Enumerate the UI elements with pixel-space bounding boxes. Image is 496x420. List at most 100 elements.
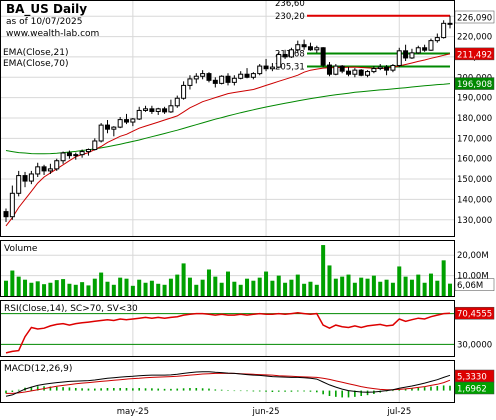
last-close-badge: 226,090 <box>457 14 492 24</box>
candle-up <box>130 118 136 123</box>
macd-histogram-bar <box>49 386 52 391</box>
volume-bar <box>124 278 129 296</box>
candle-up <box>193 75 199 80</box>
volume-bar <box>403 276 408 296</box>
macd-histogram-bar <box>258 390 261 392</box>
volume-bar <box>187 277 192 296</box>
price-tick-label: 160,000 <box>457 155 492 165</box>
volume-bar <box>302 283 307 296</box>
level-label: 236,60 <box>275 0 305 9</box>
macd-histogram-bar <box>354 390 356 397</box>
candle-up <box>54 160 60 170</box>
macd-histogram-bar <box>423 387 426 391</box>
x-axis-ticks: may-25 jun-25 jul-25 <box>117 407 412 417</box>
chart-title: BA_US Daily <box>6 2 87 17</box>
volume-bar <box>99 272 104 296</box>
macd-histogram-bar <box>176 388 179 391</box>
macd-hist-badge-bg <box>454 381 495 395</box>
candle-up <box>409 52 415 59</box>
volume-bar <box>346 274 351 296</box>
volume-bar <box>219 282 224 296</box>
volume-bar <box>327 265 332 296</box>
macd-histogram-bar <box>417 387 420 391</box>
volume-bar <box>137 279 142 296</box>
macd-histogram-bar <box>392 390 394 392</box>
macd-histogram-bar <box>11 390 14 392</box>
candle-up <box>174 97 180 107</box>
candle-down <box>104 124 110 130</box>
macd-histogram-bar <box>55 386 58 391</box>
ema21-badge-bg <box>454 47 495 61</box>
candle-up <box>257 65 263 75</box>
macd-histogram-bar <box>119 388 121 391</box>
candle-up <box>377 66 383 70</box>
candle-up <box>238 73 244 79</box>
candle-up <box>28 173 34 182</box>
rsi-line <box>5 312 451 354</box>
price-panel-frame <box>0 0 455 237</box>
candle-up <box>85 149 91 153</box>
candle-up <box>333 65 339 75</box>
volume-bar <box>371 275 376 296</box>
candle-down <box>206 73 212 81</box>
volume-tick-label: 10,00M <box>457 272 489 282</box>
macd-histogram-bar <box>309 390 312 392</box>
volume-bar <box>111 284 116 296</box>
volume-bar <box>35 281 40 296</box>
volume-bar <box>295 274 300 296</box>
macd-histogram-bar <box>113 388 115 391</box>
candle-up <box>428 40 434 51</box>
macd-histogram-bar <box>430 386 432 391</box>
volume-bar <box>390 282 395 296</box>
volume-bar <box>67 283 72 296</box>
volume-bar <box>80 282 85 296</box>
volume-bar <box>365 278 370 296</box>
rsi-series <box>5 312 451 354</box>
macd-histogram-bar <box>30 386 33 391</box>
candle-down <box>66 152 72 157</box>
candle-up <box>434 37 440 42</box>
legend-ema21: EMA(Close,21) <box>3 48 68 58</box>
candle-up <box>365 71 371 76</box>
macd-histogram-bar <box>182 388 185 391</box>
volume-bar <box>149 280 154 296</box>
candle-down <box>263 65 269 70</box>
macd-histogram-bar <box>284 390 286 392</box>
candle-up <box>111 126 117 130</box>
macd-histogram-bar <box>100 388 102 391</box>
candle-down <box>212 79 218 84</box>
volume-bar <box>73 284 78 296</box>
macd-histogram-bar <box>303 390 305 392</box>
candle-down <box>41 166 47 172</box>
macd-histogram-bar <box>335 390 337 397</box>
macd-histogram-bar <box>151 388 153 391</box>
volume-bar <box>245 278 250 296</box>
candle-down <box>339 65 345 72</box>
volume-bar <box>378 281 383 296</box>
volume-bar <box>61 279 66 296</box>
volume-bar <box>397 266 402 296</box>
candle-up <box>200 73 206 77</box>
macd-histogram-bar <box>233 390 236 392</box>
macd-histogram-bar <box>404 388 407 391</box>
candle-down <box>384 66 390 71</box>
volume-series <box>4 245 452 296</box>
macd-line <box>5 371 451 397</box>
candle-up <box>371 68 377 73</box>
volume-bar <box>276 275 281 296</box>
volume-bar <box>156 283 161 296</box>
ema21-badge: 211,492 <box>457 50 492 60</box>
candle-up <box>73 154 79 157</box>
volume-bar <box>54 280 59 296</box>
rsi-grid <box>1 313 454 345</box>
macd-series <box>5 371 451 398</box>
rsi-last-badge: 70,4555 <box>457 310 492 320</box>
macd-histogram-bar <box>81 388 83 391</box>
volume-label: Volume <box>4 244 38 254</box>
candle-up <box>47 168 53 172</box>
candle-up <box>250 73 256 78</box>
candle-up <box>35 166 41 175</box>
candle-down <box>358 69 364 76</box>
volume-bar <box>143 282 148 296</box>
